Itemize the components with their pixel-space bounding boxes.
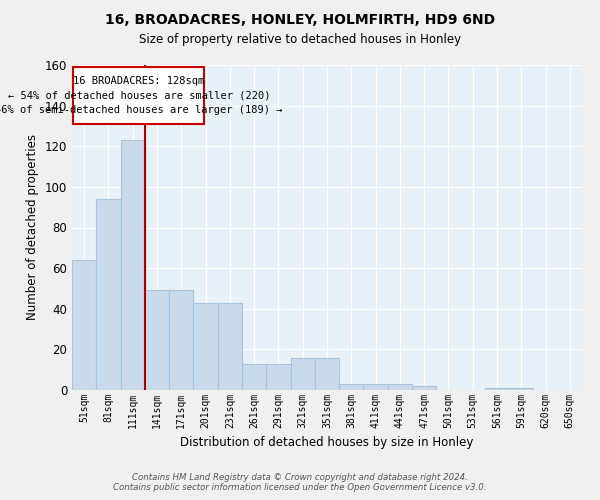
Bar bbox=[72, 260, 96, 390]
Bar bbox=[145, 290, 169, 390]
Bar bbox=[121, 140, 145, 390]
Bar bbox=[169, 290, 193, 390]
Y-axis label: Number of detached properties: Number of detached properties bbox=[26, 134, 39, 320]
Bar bbox=[266, 364, 290, 390]
Bar bbox=[193, 302, 218, 390]
Bar bbox=[96, 199, 121, 390]
Bar bbox=[364, 384, 388, 390]
FancyBboxPatch shape bbox=[73, 67, 205, 124]
Bar bbox=[242, 364, 266, 390]
Bar bbox=[485, 388, 509, 390]
Bar bbox=[412, 386, 436, 390]
Bar bbox=[290, 358, 315, 390]
Text: 16, BROADACRES, HONLEY, HOLMFIRTH, HD9 6ND: 16, BROADACRES, HONLEY, HOLMFIRTH, HD9 6… bbox=[105, 12, 495, 26]
Bar bbox=[315, 358, 339, 390]
X-axis label: Distribution of detached houses by size in Honley: Distribution of detached houses by size … bbox=[181, 436, 473, 450]
Bar bbox=[339, 384, 364, 390]
Text: 16 BROADACRES: 128sqm
← 54% of detached houses are smaller (220)
46% of semi-det: 16 BROADACRES: 128sqm ← 54% of detached … bbox=[0, 76, 283, 116]
Bar bbox=[388, 384, 412, 390]
Bar bbox=[509, 388, 533, 390]
Text: Contains HM Land Registry data © Crown copyright and database right 2024.
Contai: Contains HM Land Registry data © Crown c… bbox=[113, 473, 487, 492]
Text: Size of property relative to detached houses in Honley: Size of property relative to detached ho… bbox=[139, 32, 461, 46]
Bar bbox=[218, 302, 242, 390]
